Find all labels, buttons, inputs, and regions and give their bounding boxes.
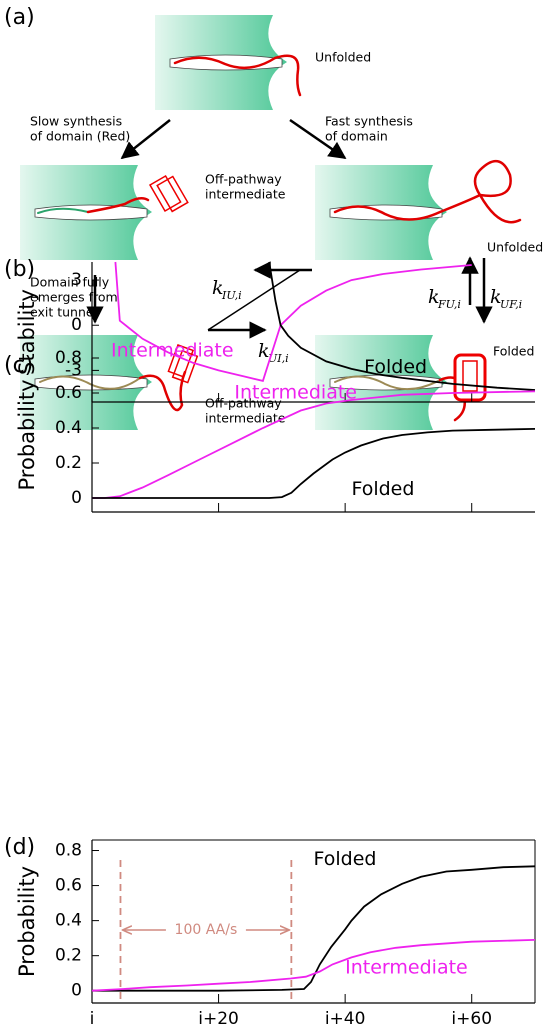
diagram-text: Folded [493,344,534,359]
rate-subscript: IU,i [221,289,242,302]
rate-subscript: UI,i [268,352,289,365]
panel-label: (a) [4,5,35,30]
y-tick-label: 0 [71,315,82,335]
series-label: Intermediate [234,382,357,404]
y-tick-label: 0 [71,488,82,508]
series-line [91,939,536,992]
series-line [92,428,536,499]
x-tick-label: i+40 [325,1009,366,1025]
y-tick-label: -3 [65,360,82,380]
nascent-chain [173,54,302,97]
arrow [120,119,171,160]
series-line [92,865,536,992]
diagram-text: of domain [325,129,388,144]
nascent-chain [334,375,441,391]
rate-subscript: UF,i [500,298,522,311]
y-tick-label: 0.2 [55,946,82,966]
series-label: Intermediate [111,339,234,361]
diagram-text: Unfolded [487,240,543,255]
intermediate-domain [167,344,199,384]
arrow-back [207,269,301,331]
rate-symbol: k [212,277,224,299]
y-tick-label: 0.4 [55,911,82,931]
x-tick-label: i [90,1009,95,1025]
nascent-chain [39,375,141,390]
y-tick-label: 0.8 [55,348,82,368]
panel-label: (b) [4,257,35,282]
arrow [289,118,347,160]
diagram-text: Off-pathway [205,396,282,411]
y-axis-label: Probability [15,866,39,977]
x-tick-label: i+60 [451,1009,492,1025]
diagram-text: Off-pathway [205,172,282,187]
folded-domain [453,353,487,402]
intermediate-domain [148,174,189,213]
diagram-text: intermediate [205,187,286,202]
y-tick-label: 0 [71,981,82,1001]
y-axis-label: Stability [15,289,39,375]
diagram-text: Unfolded [315,50,371,65]
x-tick-label: i+20 [198,1009,239,1025]
y-axis-label: Probability [15,379,39,490]
nascent-chain [37,207,89,214]
diagram-text: emerges from [30,290,118,305]
series-label: Folded [364,356,427,378]
annotation: 100 AA/s [175,922,238,938]
rate-symbol: k [428,286,440,308]
series-label: Folded [351,478,414,500]
series-line [92,390,536,499]
diagram-text: Domain fully [30,275,110,290]
diagram-text: intermediate [205,411,286,426]
y-tick-label: 0.6 [55,383,82,403]
nascent-chain [86,196,150,214]
y-tick-label: 3 [71,270,82,290]
panel-label: (d) [4,835,35,860]
series-line [114,261,472,382]
nascent-chain [138,370,187,412]
y-tick-label: 0.4 [55,418,82,438]
series-label: Intermediate [345,956,468,978]
nascent-chain [333,160,522,224]
diagram-text: of domain (Red) [30,129,130,144]
rate-symbol: k [258,340,270,362]
rate-subscript: FU,i [437,298,461,311]
y-tick-label: 0.8 [55,841,82,861]
y-tick-label: 0.2 [55,453,82,473]
diagram-text: exit tunnel [30,305,97,320]
panel-label: (c) [4,353,33,378]
diagram-text: Fast synthesis [325,114,413,129]
rate-symbol: k [490,286,502,308]
y-tick-label: 0.6 [55,876,82,896]
series-label: Folded [314,848,377,870]
series-line [268,261,536,391]
diagram-text: Slow synthesis [30,114,122,129]
